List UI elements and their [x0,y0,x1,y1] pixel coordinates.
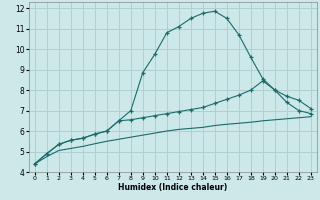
X-axis label: Humidex (Indice chaleur): Humidex (Indice chaleur) [118,183,228,192]
